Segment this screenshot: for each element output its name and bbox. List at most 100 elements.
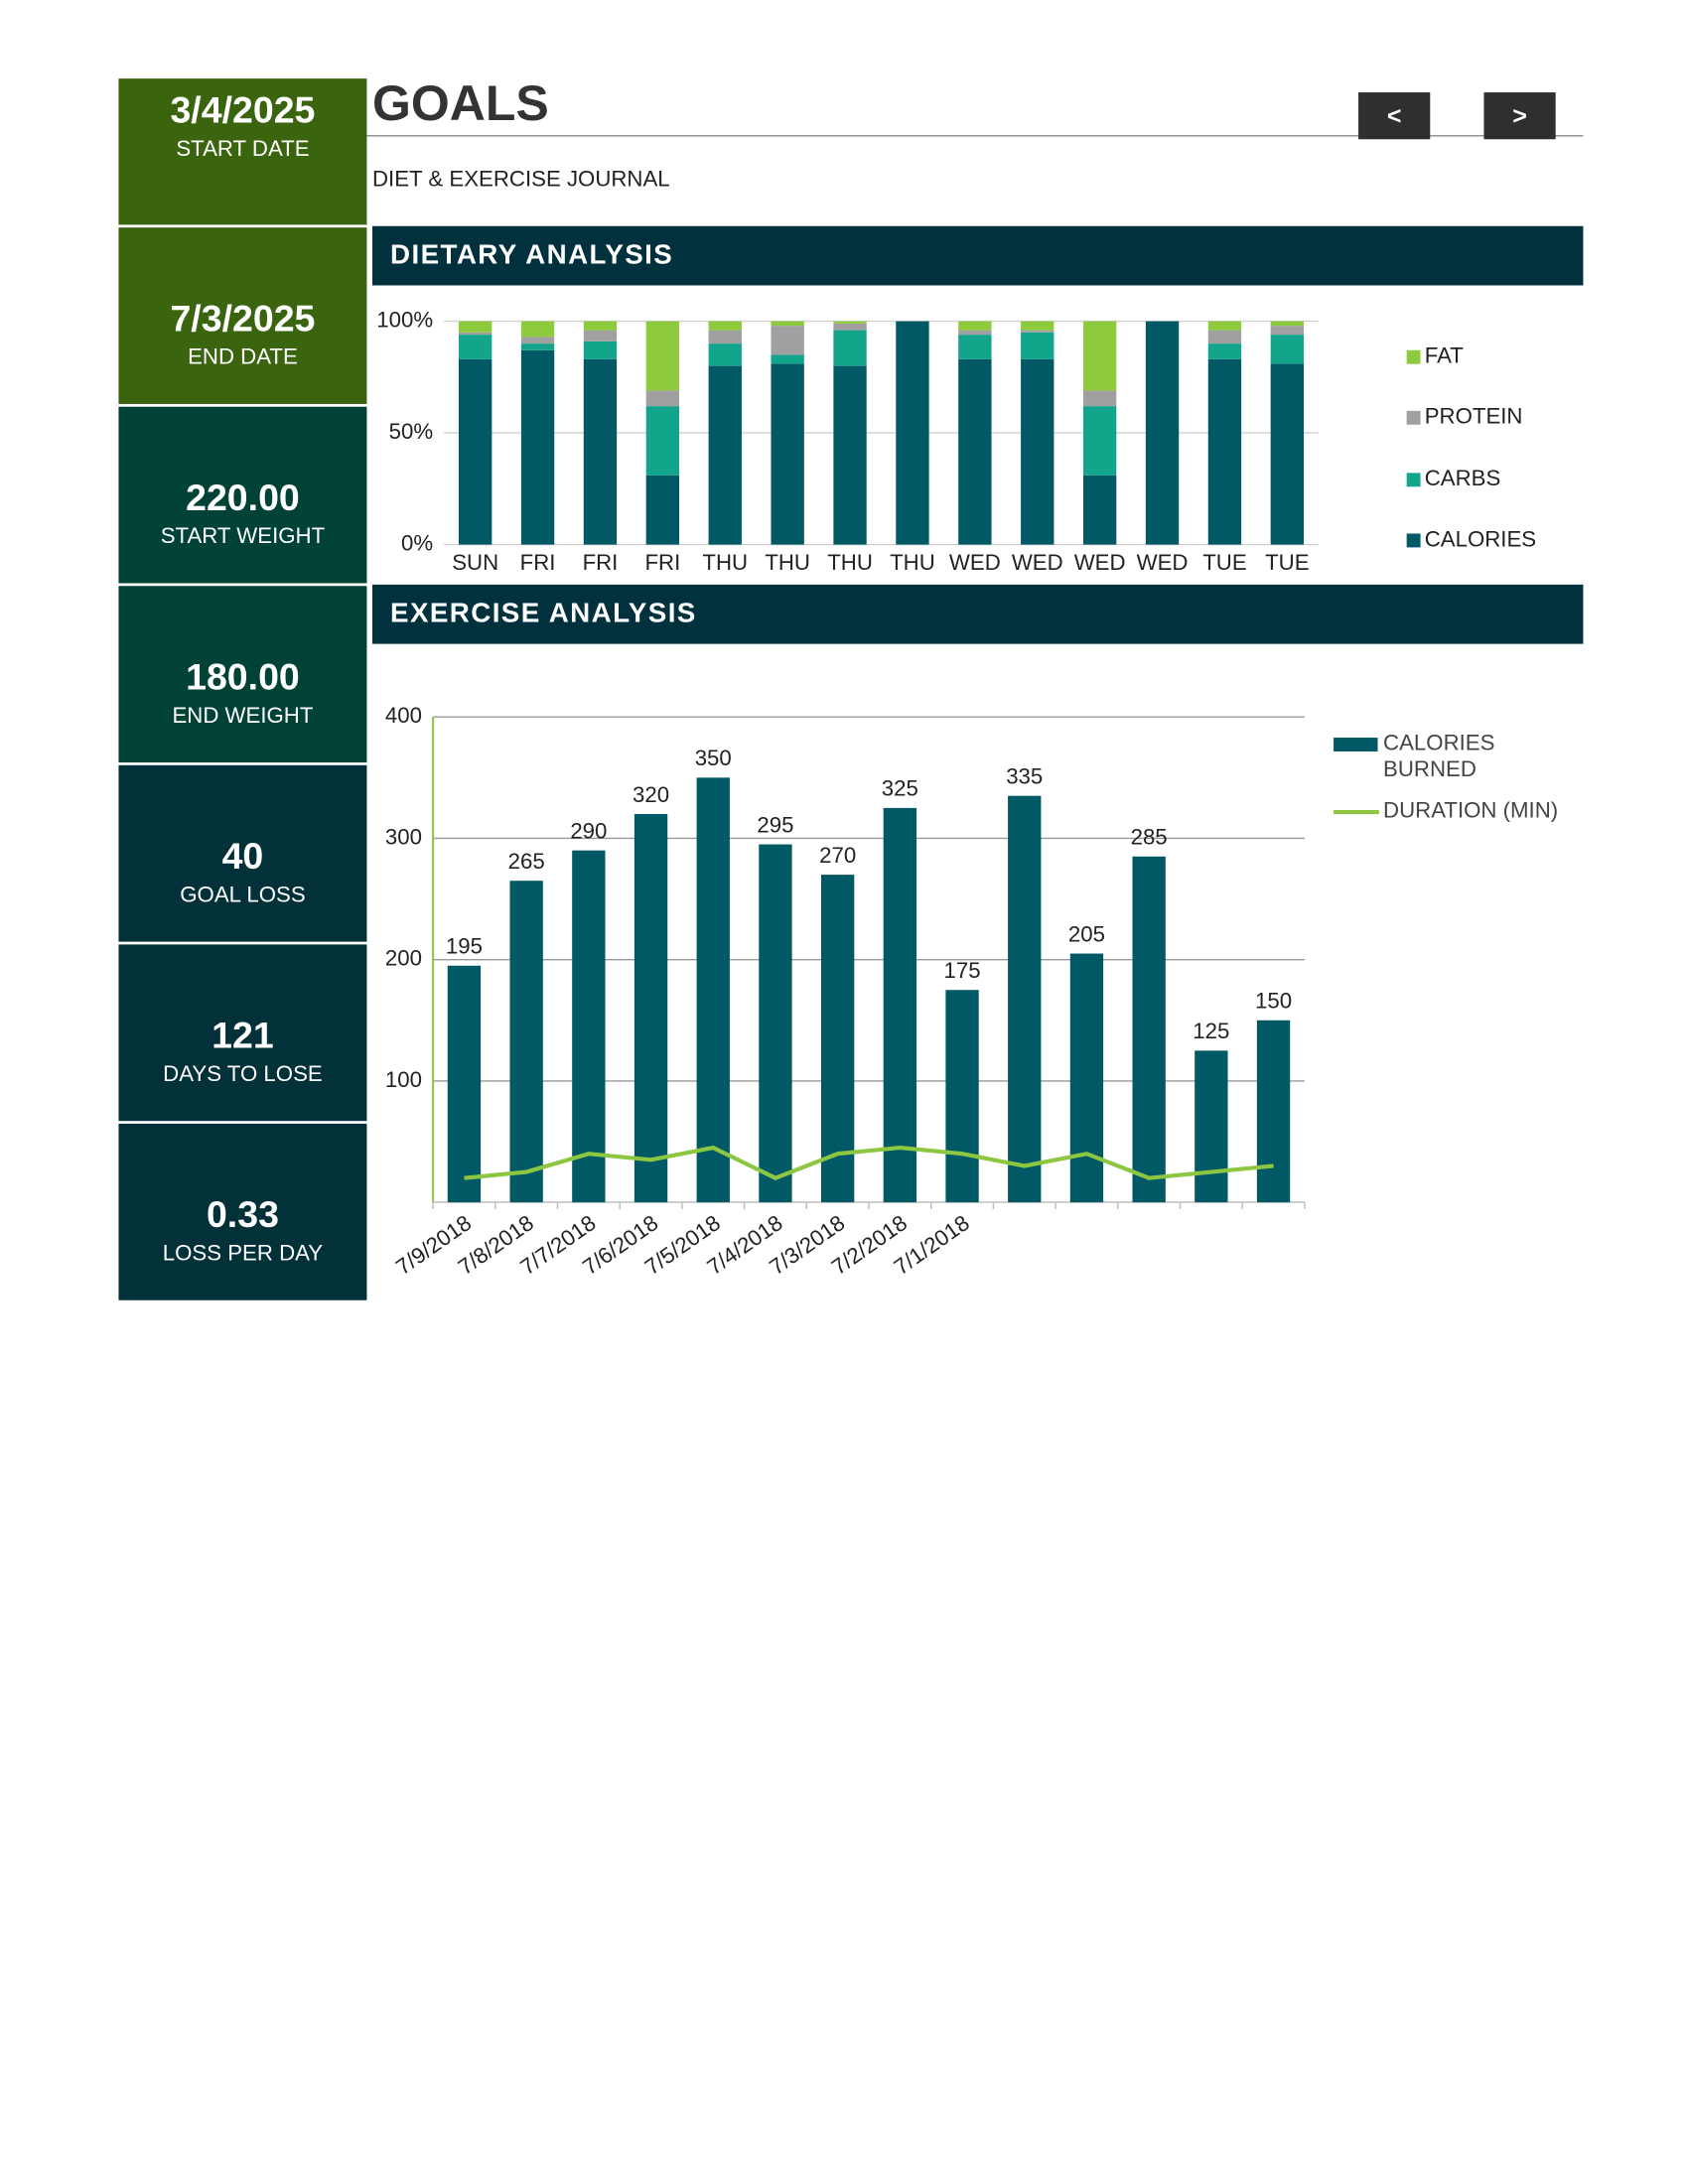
stat-block: 0.33 LOSS PER DAY [118, 1123, 367, 1300]
bar-segment [1021, 358, 1055, 545]
x-tick-label: THU [765, 550, 810, 575]
stat-value: 3/4/2025 [170, 89, 316, 131]
bar-segment [1082, 321, 1117, 391]
y-tick-label: 200 [385, 946, 422, 971]
stat-label: GOAL LOSS [180, 884, 306, 907]
bar-segment [1207, 330, 1242, 344]
x-tick-label: TUE [1265, 550, 1309, 575]
bar-segment [459, 332, 492, 336]
bar-segment [771, 354, 804, 364]
charts: 0% 50% 100% SUN FRI FRI FRI THU THU THU THU WED WED W… [376, 307, 1536, 1280]
legend-label: CALORIES [1425, 526, 1536, 551]
bar-segment [520, 321, 555, 338]
data-label: 325 [882, 776, 918, 801]
bar-segment [583, 358, 618, 545]
stat-label: END WEIGHT [172, 704, 314, 729]
section-header: DIETARY ANALYSIS [372, 225, 1584, 286]
bar-segment [958, 358, 992, 545]
data-label: 195 [446, 934, 483, 959]
bar [883, 807, 917, 1203]
x-tick-label: SUN [452, 550, 498, 575]
bar-segment [645, 475, 680, 545]
data-label: 125 [1193, 1019, 1229, 1043]
bar-segment [1082, 390, 1117, 407]
stat-label: START WEIGHT [160, 525, 326, 549]
bar [447, 965, 482, 1203]
bar-segment [708, 365, 742, 545]
y-tick-label: 50% [389, 419, 433, 444]
data-label: 295 [757, 812, 793, 837]
prev-button[interactable]: < [1358, 92, 1431, 140]
legend-label: FAT [1425, 343, 1465, 368]
stat-value: 121 [211, 1015, 274, 1056]
bar [1195, 1050, 1228, 1203]
bar-segment [1082, 475, 1117, 545]
stat-block: 180.00 END WEIGHT [118, 586, 367, 763]
page-title: GOALS [372, 74, 549, 131]
bar-segment [708, 343, 742, 366]
data-label: 150 [1255, 989, 1292, 1014]
bar-segment [583, 341, 618, 359]
stat-label: START DATE [176, 137, 310, 162]
stat-block: 40 GOAL LOSS [118, 764, 367, 942]
x-tick-label: FRI [520, 550, 556, 575]
y-tick-label: 100 [385, 1067, 422, 1092]
bar-segment [1207, 358, 1242, 545]
data-label: 290 [570, 818, 607, 843]
bar-segment [708, 321, 742, 331]
bar-segment [896, 321, 929, 545]
bar-segment [1207, 343, 1242, 359]
legend-label: PROTEIN [1425, 404, 1523, 429]
bar-segment [1021, 330, 1055, 333]
bar [945, 990, 979, 1203]
data-label: 335 [1006, 763, 1043, 788]
data-label: 350 [695, 746, 732, 770]
section-header: EXERCISE ANALYSIS [372, 584, 1584, 644]
bar-segment [583, 321, 618, 331]
bar [820, 875, 855, 1203]
bar-segment [708, 330, 742, 344]
bar-segment [958, 330, 992, 336]
data-label: 265 [508, 849, 545, 874]
bar [1132, 856, 1166, 1203]
y-tick-label: 0% [401, 530, 433, 555]
stat-value: 40 [221, 835, 264, 878]
x-tick-label: THU [827, 550, 873, 575]
bar-segment [645, 321, 680, 391]
stat-block: 7/3/2025 END DATE [118, 227, 367, 404]
x-tick-label: TUE [1202, 550, 1246, 575]
bar [633, 814, 668, 1203]
bar [759, 844, 792, 1203]
stat-value: 180.00 [186, 656, 300, 698]
legend-swatch [1406, 473, 1421, 487]
bar-segment [520, 343, 555, 350]
y-tick-label: 300 [385, 824, 422, 849]
x-tick-label: FRI [644, 550, 680, 575]
page-subtitle: DIET & EXERCISE JOURNAL [372, 168, 670, 193]
bar-segment [583, 330, 618, 341]
bar-segment [833, 321, 867, 324]
data-label: 270 [819, 843, 856, 868]
legend-swatch [1406, 349, 1421, 364]
bar-segment [1270, 335, 1304, 364]
x-tick-label: THU [702, 550, 748, 575]
x-tick-label: FRI [583, 550, 619, 575]
line-series [464, 1145, 1274, 1180]
stat-block: 121 DAYS TO LOSE [118, 944, 367, 1122]
next-button[interactable]: > [1483, 92, 1556, 140]
data-label: 320 [633, 782, 669, 807]
bar-segment [1145, 321, 1180, 545]
bar [696, 777, 730, 1203]
bar-segment [520, 337, 555, 344]
x-tick-label: THU [890, 550, 935, 575]
bar-segment [459, 358, 492, 545]
data-label: 285 [1131, 825, 1168, 850]
stat-value: 0.33 [206, 1193, 279, 1236]
bar-segment [1082, 406, 1117, 476]
title-rule [366, 135, 1584, 137]
bar-segment [1207, 321, 1242, 331]
y-tick-label: 400 [385, 703, 422, 728]
bar-segment [833, 330, 867, 366]
